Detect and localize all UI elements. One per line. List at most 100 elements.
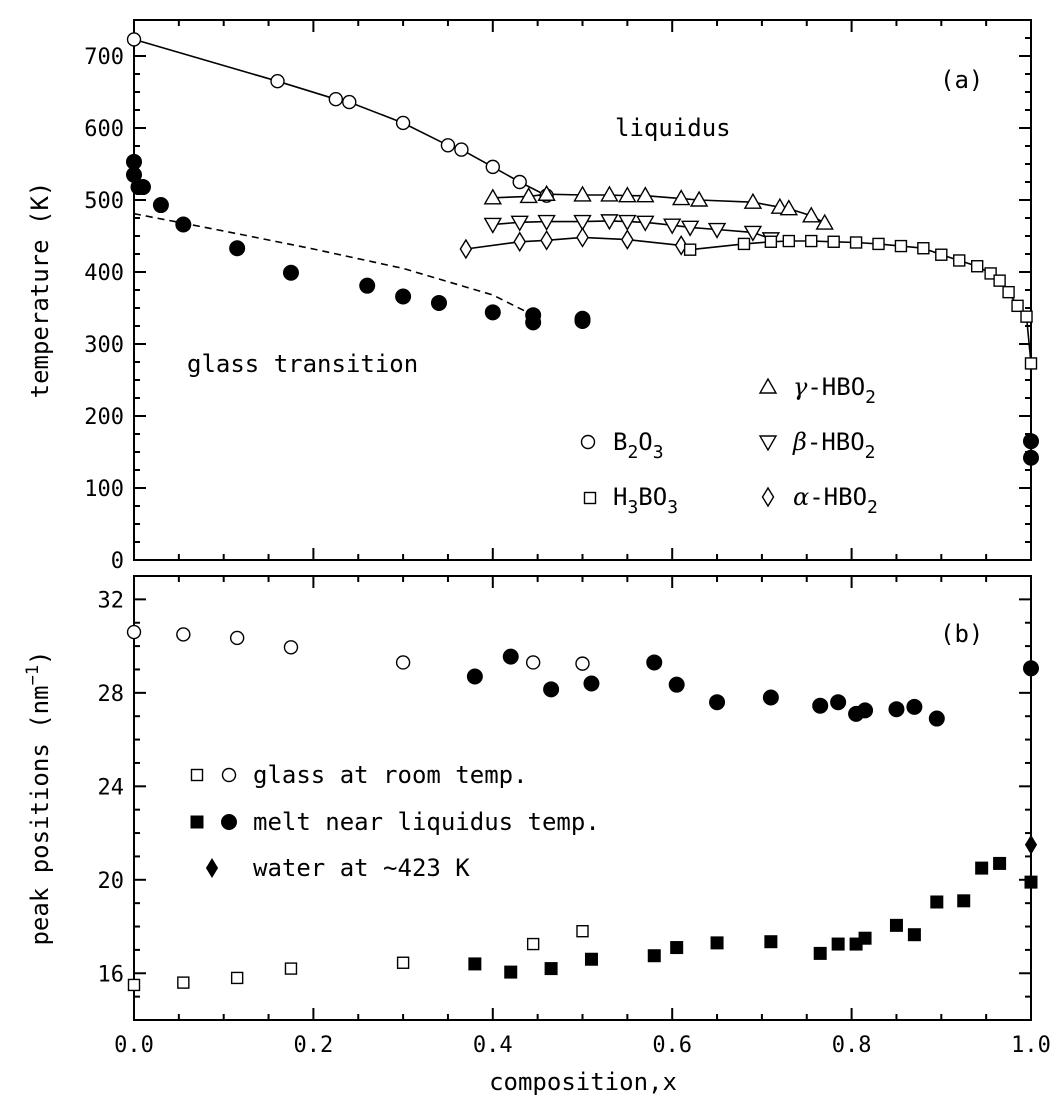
x-tick-label: 0.8 — [832, 1033, 872, 1058]
data-point-circle-open — [395, 655, 411, 670]
glass-transition-annotation: glass transition — [187, 350, 418, 378]
data-point-square-open — [127, 978, 141, 992]
data-point-triangle-down-open — [680, 220, 700, 237]
data-point-circle-filled — [709, 694, 726, 711]
panel-a-ticks — [133, 19, 1032, 561]
data-point-square-filled — [1024, 875, 1038, 889]
data-point-square-filled — [468, 957, 482, 971]
data-point-circle-filled — [134, 179, 151, 196]
data-point-triangle-up-open — [815, 213, 834, 230]
series-line-2 — [492, 220, 772, 240]
data-point-circle-filled — [175, 216, 192, 233]
data-point-square-open — [396, 956, 410, 969]
data-point-circle-filled — [282, 264, 299, 281]
legend-marker-circle-open — [580, 434, 596, 450]
data-point-circle-filled — [484, 304, 501, 321]
legend-label-gamma-hbo2: γ-HBO2 — [793, 373, 876, 408]
data-point-triangle-down-open — [483, 217, 503, 234]
data-point-circle-open — [440, 138, 456, 153]
data-point-circle-filled — [928, 710, 945, 727]
legend-item-melt-liquidus: melt near liquidus temp. — [190, 808, 600, 836]
legend-item-beta-hbo2: β-HBO2 — [758, 428, 876, 463]
data-point-circle-open — [525, 655, 541, 670]
y-tick-label: 32 — [98, 588, 125, 613]
data-point-circle-filled — [525, 314, 542, 331]
legend-marker-water — [205, 858, 219, 878]
data-point-triangle-down-open — [636, 215, 655, 232]
legend-label-b2o3: B2O3 — [613, 428, 664, 463]
y-tick-label: 300 — [84, 333, 124, 358]
data-point-diamond-open — [459, 238, 473, 260]
panel-b-tick-labels: 0.0 0.2 0.4 0.6 0.8 1.0 16 20 24 28 32 — [98, 588, 1051, 1058]
data-point-circle-open — [512, 174, 527, 190]
panel-b-label: (b) — [940, 620, 983, 648]
data-point-square-open — [970, 260, 984, 273]
legend-marker-triangle-down-open — [758, 435, 778, 452]
data-point-circle-filled — [152, 197, 169, 214]
data-point-circle-filled — [466, 668, 483, 685]
data-point-circle-filled — [395, 288, 412, 305]
legend-marker-square-filled — [190, 815, 204, 829]
legend-item-b2o3: B2O3 — [580, 428, 664, 463]
data-point-square-open — [1011, 299, 1024, 313]
data-point-triangle-up-open — [519, 186, 538, 204]
data-point-square-open — [935, 248, 948, 261]
data-point-square-filled — [889, 918, 903, 932]
legend-item-gamma-hbo2: γ-HBO2 — [758, 373, 876, 408]
series-line-4 — [690, 240, 1032, 364]
data-point-square-filled — [670, 941, 684, 955]
panel-a-chart: 0 100 200 300 400 500 600 700 (a) liquidus glas… — [26, 19, 1039, 574]
panel-a-label: (a) — [940, 66, 983, 94]
y-tick-label: 600 — [84, 117, 124, 142]
data-point-triangle-up-open — [689, 190, 709, 207]
y-tick-label: 0 — [111, 549, 124, 574]
data-point-square-open — [526, 937, 540, 951]
data-point-square-open — [993, 274, 1006, 287]
data-point-triangle-up-open — [779, 199, 799, 216]
data-point-square-open — [1020, 310, 1033, 323]
y-tick-label: 100 — [84, 477, 124, 502]
data-point-square-open — [764, 235, 778, 248]
legend-marker-triangle-up-open — [758, 377, 778, 394]
data-point-square-open — [1024, 357, 1038, 370]
data-point-square-open — [827, 235, 840, 248]
data-point-triangle-down-open — [573, 214, 592, 232]
data-point-square-filled — [993, 856, 1007, 870]
data-point-circle-open — [342, 94, 357, 110]
data-point-square-open — [894, 239, 908, 253]
panel-a-tick-labels: 0 100 200 300 400 500 600 700 — [84, 45, 124, 574]
y-tick-label: 500 — [84, 189, 124, 214]
data-point-diamond-open — [576, 227, 589, 248]
y-tick-label: 700 — [84, 45, 124, 70]
data-point-circle-filled — [574, 312, 591, 329]
data-point-square-open — [230, 971, 244, 985]
data-point-triangle-up-open — [537, 184, 556, 201]
data-point-triangle-down-open — [743, 225, 763, 242]
legend-marker-diamond-open — [761, 486, 775, 508]
data-point-square-filled — [831, 937, 845, 951]
legend-label-beta-hbo2: β-HBO2 — [792, 428, 876, 463]
data-point-circle-filled — [229, 240, 246, 257]
data-point-diamond-open — [513, 231, 527, 253]
data-point-circle-filled — [1023, 660, 1039, 677]
legend-item-glass-room-temp: glass at room temp. — [190, 761, 528, 789]
legend-marker-triangle-down-open — [758, 435, 778, 452]
panel-a-legend: B2O3 H3BO3 γ-HBO2 β-HBO2 — [580, 373, 878, 518]
data-point-circle-filled — [1023, 449, 1039, 466]
legend-marker-diamond-open — [761, 486, 775, 508]
data-point-triangle-up-open — [636, 186, 655, 203]
panel-b-data-points — [126, 624, 1039, 992]
data-point-square-open — [737, 237, 751, 251]
data-point-diamond-open — [540, 229, 553, 251]
panel-b-chart: 0.0 0.2 0.4 0.6 0.8 1.0 16 20 24 28 32 (b) peak po… — [23, 575, 1051, 1096]
data-point-circle-filled — [543, 681, 560, 698]
legend-item-h3bo3: H3BO3 — [583, 483, 678, 518]
data-point-square-open — [984, 267, 997, 280]
legend-item-alpha-hbo2: α-HBO2 — [761, 483, 878, 518]
data-point-circle-filled — [646, 654, 663, 671]
data-point-diamond-open — [674, 235, 688, 256]
x-tick-label: 0.6 — [652, 1033, 692, 1058]
data-point-square-filled — [858, 931, 872, 945]
legend-label-water: water at ~423 K — [253, 854, 470, 882]
